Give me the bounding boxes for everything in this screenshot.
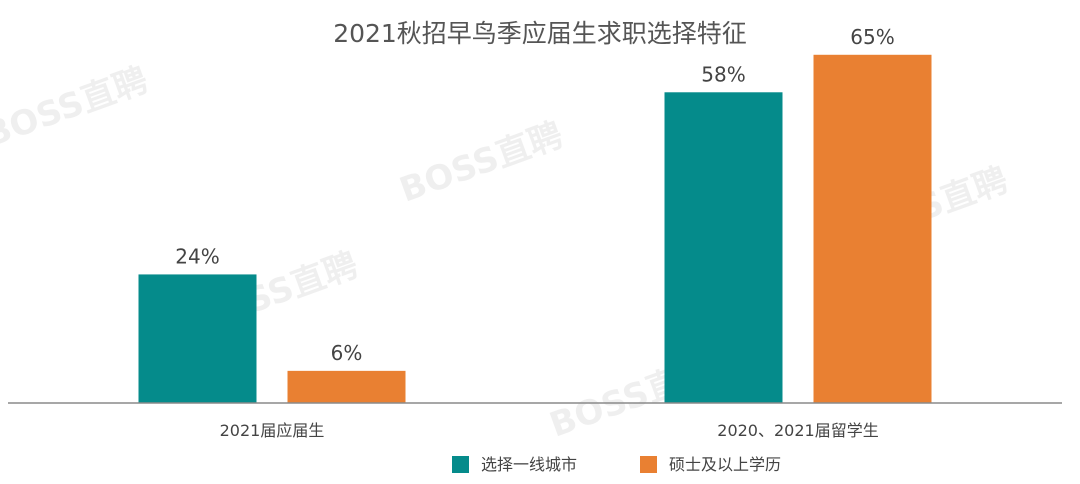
x-tick-label: 2020、2021届留学生: [717, 421, 878, 440]
x-tick-label: 2021届应届生: [220, 421, 325, 440]
legend-label: 选择一线城市: [481, 455, 577, 474]
bar-value-label: 65%: [850, 25, 894, 49]
bar: [138, 274, 257, 403]
legend-item: 硕士及以上学历: [640, 455, 781, 474]
legend-swatch: [452, 456, 469, 473]
chart-title: 2021秋招早鸟季应届生求职选择特征: [333, 19, 747, 48]
legend-swatch: [640, 456, 657, 473]
legend-item: 选择一线城市: [452, 455, 577, 474]
bar-value-label: 24%: [175, 244, 219, 268]
legend-label: 硕士及以上学历: [669, 455, 781, 474]
bar: [287, 370, 406, 403]
bar-value-label: 6%: [331, 341, 363, 365]
bar-value-label: 58%: [701, 62, 745, 86]
bar: [813, 54, 932, 404]
bar: [664, 92, 783, 404]
